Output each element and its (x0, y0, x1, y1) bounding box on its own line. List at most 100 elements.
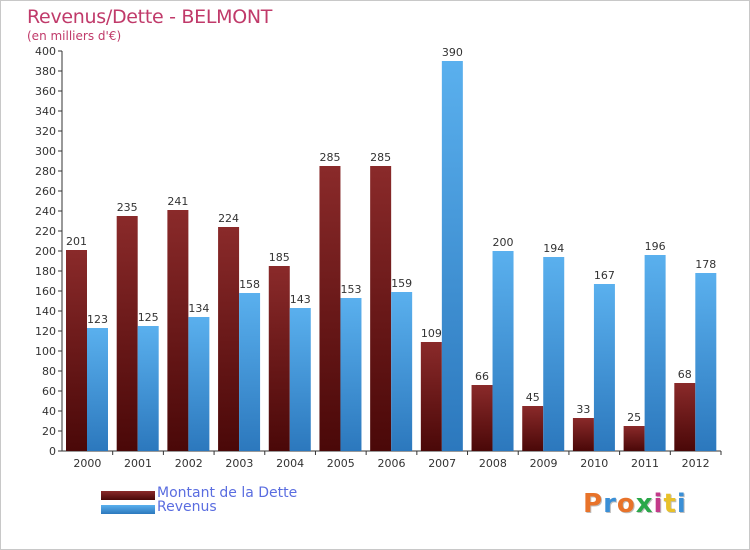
legend-label-dette: Montant de la Dette (157, 485, 298, 501)
chart-subtitle: (en milliers d'€) (27, 29, 122, 43)
data-label: 109 (421, 327, 442, 340)
data-label: 159 (391, 277, 412, 290)
bar-revenus (239, 293, 261, 451)
x-tick-label: 2012 (682, 457, 710, 470)
bar-revenus (137, 326, 159, 451)
x-tick-label: 2004 (276, 457, 304, 470)
x-tick-label: 2007 (428, 457, 456, 470)
y-tick-label: 380 (35, 65, 56, 78)
bar-revenus (188, 317, 210, 451)
y-tick-label: 100 (35, 345, 56, 358)
proxiti-logo: Proxiti (583, 489, 687, 519)
y-tick-label: 360 (35, 85, 56, 98)
data-label: 143 (290, 293, 311, 306)
data-label: 200 (493, 236, 514, 249)
bar-revenus (340, 298, 362, 451)
bar-dette (66, 250, 87, 451)
bar-dette (623, 426, 645, 451)
logo-letter: x (635, 489, 654, 519)
data-label: 201 (66, 235, 87, 248)
x-tick-label: 2009 (530, 457, 558, 470)
bar-dette (572, 418, 594, 451)
bar-dette (522, 406, 544, 451)
data-label: 167 (594, 269, 615, 282)
y-tick-label: 320 (35, 125, 56, 138)
x-tick-label: 2003 (225, 457, 253, 470)
y-tick-label: 280 (35, 165, 56, 178)
x-tick-label: 2005 (327, 457, 355, 470)
x-tick-label: 2001 (124, 457, 152, 470)
data-label: 33 (576, 403, 590, 416)
bars (66, 61, 717, 451)
data-label: 178 (695, 258, 716, 271)
logo-letter: t (663, 489, 677, 519)
x-tick-label: 2006 (378, 457, 406, 470)
data-label: 390 (442, 46, 463, 59)
x-tick-label: 2011 (631, 457, 659, 470)
bar-dette (268, 266, 290, 451)
y-tick-label: 400 (35, 45, 56, 58)
y-tick-label: 200 (35, 245, 56, 258)
data-label: 134 (188, 302, 209, 315)
bar-dette (116, 216, 138, 451)
data-labels: 201 123 235 125 241 134 224 158 185 143 285 153 285 1… (66, 46, 716, 424)
y-tick-label: 340 (35, 105, 56, 118)
y-tick-label: 300 (35, 145, 56, 158)
bar-revenus (543, 257, 565, 451)
y-tick-label: 140 (35, 305, 56, 318)
logo-letter: i (653, 489, 664, 519)
x-tick-label: 2008 (479, 457, 507, 470)
bar-revenus (644, 255, 666, 451)
logo-letter: i (676, 489, 687, 519)
bar-revenus (87, 328, 108, 451)
bar-dette (370, 166, 392, 451)
data-label: 68 (678, 368, 692, 381)
y-tick-label: 180 (35, 265, 56, 278)
data-label: 196 (645, 240, 666, 253)
data-label: 224 (218, 212, 239, 225)
bar-dette (319, 166, 341, 451)
logo-letter: o (616, 489, 636, 519)
legend-swatch-revenus (101, 505, 155, 514)
logo-letter: P (583, 489, 604, 519)
bar-revenus (441, 61, 463, 451)
bar-revenus (695, 273, 717, 451)
data-label: 185 (269, 251, 290, 264)
bar-dette (420, 342, 442, 451)
data-label: 25 (627, 411, 641, 424)
data-label: 45 (526, 391, 540, 404)
data-label: 285 (370, 151, 391, 164)
bar-revenus (593, 284, 615, 451)
legend-label-revenus: Revenus (157, 499, 217, 515)
y-tick-label: 260 (35, 185, 56, 198)
y-tick-label: 160 (35, 285, 56, 298)
legend-swatch-dette (101, 491, 155, 500)
data-label: 241 (167, 195, 188, 208)
y-tick-label: 220 (35, 225, 56, 238)
bar-dette (167, 210, 189, 451)
data-label: 66 (475, 370, 489, 383)
data-label: 123 (87, 313, 108, 326)
data-label: 235 (117, 201, 138, 214)
logo-letter: r (603, 489, 617, 519)
bar-dette (218, 227, 240, 451)
y-tick-label: 20 (42, 425, 56, 438)
data-label: 158 (239, 278, 260, 291)
y-tick-label: 240 (35, 205, 56, 218)
data-label: 153 (340, 283, 361, 296)
y-tick-label: 60 (42, 385, 56, 398)
bar-dette (471, 385, 493, 451)
bar-revenus (391, 292, 413, 451)
data-label: 194 (543, 242, 564, 255)
x-tick-label: 2010 (580, 457, 608, 470)
y-tick-label: 40 (42, 405, 56, 418)
x-tick-label: 2002 (175, 457, 203, 470)
bar-revenus (289, 308, 311, 451)
chart-title: Revenus/Dette - BELMONT (27, 6, 273, 28)
data-label: 285 (319, 151, 340, 164)
bar-revenus (492, 251, 514, 451)
bar-dette (674, 383, 696, 451)
x-tick-label: 2000 (73, 457, 101, 470)
